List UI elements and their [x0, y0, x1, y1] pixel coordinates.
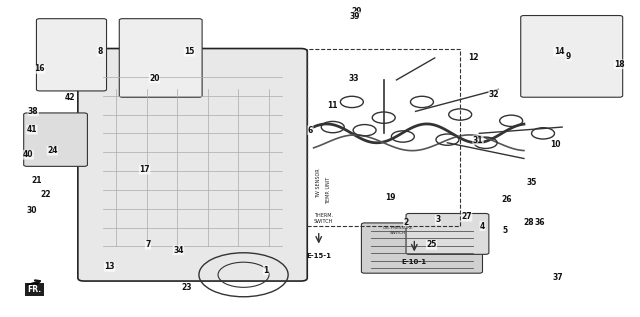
FancyBboxPatch shape	[521, 16, 623, 97]
Text: 15: 15	[184, 47, 195, 56]
Text: 41: 41	[27, 125, 37, 134]
Text: 16: 16	[35, 64, 45, 74]
Text: 23: 23	[181, 283, 191, 292]
Text: OIL PRESSURE
SWITCH: OIL PRESSURE SWITCH	[383, 226, 413, 235]
Text: THERM.
SWITCH: THERM. SWITCH	[314, 213, 333, 223]
Text: 42: 42	[65, 93, 76, 102]
FancyBboxPatch shape	[119, 19, 202, 97]
Text: TW SENSOR: TW SENSOR	[316, 169, 321, 198]
Text: 13: 13	[104, 262, 115, 271]
FancyBboxPatch shape	[362, 223, 483, 273]
Text: 4: 4	[480, 222, 485, 230]
Text: 33: 33	[349, 74, 359, 83]
Text: 6: 6	[308, 126, 313, 135]
Text: 40: 40	[23, 150, 33, 159]
Text: 5: 5	[502, 226, 508, 235]
Text: 24: 24	[47, 146, 58, 155]
Text: 11: 11	[328, 100, 338, 110]
Text: 30: 30	[27, 206, 37, 216]
FancyBboxPatch shape	[24, 113, 88, 166]
Text: 25: 25	[426, 240, 436, 249]
Text: TEMP. UNIT: TEMP. UNIT	[326, 176, 331, 204]
Text: 19: 19	[385, 193, 396, 202]
Text: 32: 32	[489, 90, 499, 99]
Text: 2: 2	[403, 218, 409, 227]
Text: 12: 12	[468, 54, 478, 62]
Text: 37: 37	[552, 273, 563, 282]
Text: 3: 3	[435, 215, 440, 224]
Text: 20: 20	[149, 74, 159, 83]
Bar	[307, 49, 460, 226]
Text: 14: 14	[554, 47, 564, 56]
FancyBboxPatch shape	[78, 49, 307, 281]
Text: 35: 35	[527, 178, 538, 187]
Text: 36: 36	[534, 218, 545, 227]
Text: E-15-1: E-15-1	[306, 253, 332, 259]
Text: 1: 1	[263, 266, 268, 275]
Text: 8: 8	[97, 47, 103, 56]
Text: E-10-1: E-10-1	[402, 259, 427, 265]
Text: 9: 9	[566, 52, 571, 61]
Text: 17: 17	[140, 165, 150, 174]
Text: 7: 7	[145, 240, 150, 249]
Text: 27: 27	[461, 212, 472, 221]
Text: 10: 10	[550, 140, 561, 149]
FancyBboxPatch shape	[36, 19, 106, 91]
Text: FR.: FR.	[28, 285, 42, 294]
Text: 28: 28	[524, 218, 534, 227]
Text: 34: 34	[173, 246, 184, 255]
Text: 18: 18	[614, 60, 625, 69]
Text: 39: 39	[350, 12, 360, 21]
Text: 38: 38	[28, 107, 38, 116]
Text: 29: 29	[352, 7, 362, 16]
Text: 22: 22	[41, 190, 51, 199]
Text: 26: 26	[502, 196, 512, 204]
FancyBboxPatch shape	[406, 213, 489, 254]
Text: 21: 21	[31, 176, 42, 185]
Text: 31: 31	[473, 136, 483, 145]
